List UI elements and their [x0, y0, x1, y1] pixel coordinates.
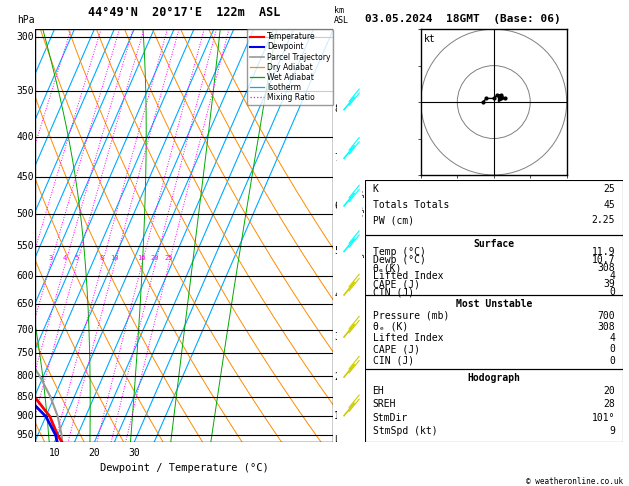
Text: Hodograph: Hodograph [467, 373, 520, 382]
Text: 900: 900 [16, 412, 34, 421]
Text: 550: 550 [16, 242, 34, 251]
Text: 4: 4 [609, 333, 615, 343]
Text: Totals Totals: Totals Totals [372, 200, 449, 209]
Text: 9: 9 [609, 426, 615, 436]
Text: 39: 39 [603, 279, 615, 289]
Text: 20: 20 [151, 256, 159, 261]
Text: 450: 450 [16, 172, 34, 182]
Text: 1: 1 [334, 411, 340, 421]
Text: PW (cm): PW (cm) [372, 215, 414, 225]
Text: 650: 650 [16, 299, 34, 309]
Text: 308: 308 [598, 322, 615, 332]
Text: 950: 950 [16, 430, 34, 440]
Text: Pressure (mb): Pressure (mb) [372, 311, 449, 321]
Text: StmDir: StmDir [372, 413, 408, 423]
Text: 350: 350 [16, 86, 34, 96]
Text: Dewp (°C): Dewp (°C) [372, 255, 425, 265]
Text: 5: 5 [334, 246, 340, 257]
Text: CAPE (J): CAPE (J) [372, 345, 420, 354]
Text: 2: 2 [334, 372, 340, 382]
Text: 25: 25 [603, 184, 615, 194]
Text: K: K [372, 184, 379, 194]
Text: 5: 5 [74, 256, 79, 261]
Text: Most Unstable: Most Unstable [455, 299, 532, 309]
Text: 300: 300 [16, 32, 34, 42]
Text: Surface: Surface [473, 239, 515, 249]
Text: 10: 10 [110, 256, 119, 261]
Text: CIN (J): CIN (J) [372, 356, 414, 366]
Text: 25: 25 [164, 256, 173, 261]
Text: 800: 800 [16, 371, 34, 381]
Text: Mixing Ratio (g/kg): Mixing Ratio (g/kg) [356, 188, 365, 283]
Legend: Temperature, Dewpoint, Parcel Trajectory, Dry Adiabat, Wet Adiabat, Isotherm, Mi: Temperature, Dewpoint, Parcel Trajectory… [247, 29, 333, 105]
Bar [365, 180, 623, 235]
Text: 30: 30 [128, 449, 140, 458]
Text: 8: 8 [334, 104, 340, 114]
Text: km
ASL: km ASL [334, 6, 349, 25]
Bar [365, 295, 623, 369]
Text: 308: 308 [598, 263, 615, 273]
Text: 600: 600 [16, 272, 34, 281]
Text: LCL: LCL [334, 435, 349, 444]
Text: 3: 3 [334, 332, 340, 342]
Text: 20: 20 [89, 449, 100, 458]
Text: 45: 45 [603, 200, 615, 209]
Text: 03.05.2024  18GMT  (Base: 06): 03.05.2024 18GMT (Base: 06) [365, 14, 560, 24]
Text: θₑ (K): θₑ (K) [372, 322, 408, 332]
Text: 850: 850 [16, 392, 34, 402]
Text: 0: 0 [609, 356, 615, 366]
Text: 10: 10 [48, 449, 60, 458]
Text: CAPE (J): CAPE (J) [372, 279, 420, 289]
Text: 500: 500 [16, 208, 34, 219]
Text: 6: 6 [334, 201, 340, 211]
Text: Temp (°C): Temp (°C) [372, 247, 425, 257]
Text: 44°49'N  20°17'E  122m  ASL: 44°49'N 20°17'E 122m ASL [88, 6, 280, 19]
Text: θₑ(K): θₑ(K) [372, 263, 402, 273]
Text: 4: 4 [334, 290, 340, 300]
Bar [365, 235, 623, 295]
Bar [365, 369, 623, 442]
Text: 0: 0 [609, 345, 615, 354]
Text: 20: 20 [603, 386, 615, 396]
Text: 4: 4 [609, 271, 615, 281]
Text: 28: 28 [603, 399, 615, 409]
Text: 4: 4 [63, 256, 67, 261]
Text: © weatheronline.co.uk: © weatheronline.co.uk [526, 477, 623, 486]
Text: kt: kt [424, 34, 435, 44]
Text: Lifted Index: Lifted Index [372, 271, 443, 281]
Text: 16: 16 [138, 256, 146, 261]
Text: 3: 3 [48, 256, 52, 261]
Text: 11.9: 11.9 [591, 247, 615, 257]
Text: 700: 700 [598, 311, 615, 321]
Text: EH: EH [372, 386, 384, 396]
Text: hPa: hPa [17, 15, 35, 25]
Text: 10.7: 10.7 [591, 255, 615, 265]
Text: 400: 400 [16, 132, 34, 141]
Text: CIN (J): CIN (J) [372, 287, 414, 297]
Text: 101°: 101° [591, 413, 615, 423]
Text: Dewpoint / Temperature (°C): Dewpoint / Temperature (°C) [99, 463, 269, 473]
Text: 7: 7 [334, 153, 340, 163]
Text: 8: 8 [100, 256, 104, 261]
Text: SREH: SREH [372, 399, 396, 409]
Text: 0: 0 [609, 287, 615, 297]
Text: Lifted Index: Lifted Index [372, 333, 443, 343]
Text: StmSpd (kt): StmSpd (kt) [372, 426, 437, 436]
Text: 2.25: 2.25 [591, 215, 615, 225]
Text: 700: 700 [16, 325, 34, 335]
Text: 750: 750 [16, 348, 34, 359]
